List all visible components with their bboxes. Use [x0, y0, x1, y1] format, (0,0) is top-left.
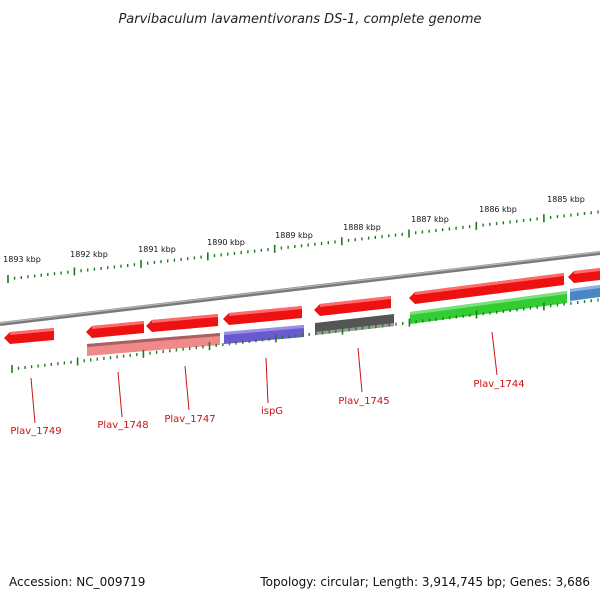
gene-label-plav-1747[interactable]: Plav_1747 [164, 414, 215, 425]
gene-label-plav-1745[interactable]: Plav_1745 [338, 396, 389, 407]
feature-bar-plav-1748[interactable] [87, 339, 146, 356]
feature-bar-plav-1747[interactable] [146, 333, 220, 351]
scale-label-1889: 1889 kbp [275, 231, 313, 240]
label-leaders [30, 331, 498, 424]
scale-label-1892: 1892 kbp [70, 250, 108, 259]
gene-plav-1745-arrow[interactable] [314, 296, 391, 316]
gene-labels: Plav_1749 Plav_1748 Plav_1747 ispG Plav_… [10, 379, 524, 437]
scale-label-1890: 1890 kbp [207, 238, 245, 247]
map-title: Parvibaculum lavamentivorans DS-1, compl… [118, 12, 481, 27]
gene-plav-1744-arrow[interactable] [409, 273, 564, 304]
feature-bars [87, 285, 600, 356]
scale-label-1893: 1893 kbp [3, 255, 41, 264]
gene-next-arrow[interactable] [568, 268, 600, 283]
genome-backbone-highlight [0, 251, 600, 324]
scale-label-1888: 1888 kbp [343, 223, 381, 232]
gene-plav-1748-arrow[interactable] [86, 321, 144, 338]
gene-label-plav-1749[interactable]: Plav_1749 [10, 426, 61, 437]
upper-scale-ticks [7, 210, 599, 283]
feature-bar-plav-1744[interactable] [410, 291, 567, 324]
accession-text: Accession: NC_009719 [9, 575, 145, 589]
lower-scale-ticks [11, 298, 599, 373]
feature-bar-plav-1745[interactable] [315, 314, 394, 335]
gene-ispg-arrow[interactable] [223, 306, 302, 325]
gene-plav-1747-arrow[interactable] [146, 314, 218, 332]
feature-bar-next[interactable] [570, 285, 600, 301]
scale-label-1885: 1885 kbp [547, 195, 585, 204]
gene-label-plav-1748[interactable]: Plav_1748 [97, 420, 148, 431]
scale-label-1887: 1887 kbp [411, 215, 449, 224]
scale-label-1886: 1886 kbp [479, 205, 517, 214]
scale-labels: 1893 kbp 1892 kbp 1891 kbp 1890 kbp 1889… [3, 195, 585, 264]
gene-plav-1749-arrow[interactable] [4, 328, 54, 344]
gene-label-plav-1744[interactable]: Plav_1744 [473, 379, 524, 390]
gene-label-ispg[interactable]: ispG [261, 406, 283, 417]
feature-bar-ispg[interactable] [224, 325, 304, 344]
genome-backbone [0, 251, 600, 326]
genome-summary-text: Topology: circular; Length: 3,914,745 bp… [259, 575, 590, 589]
forward-strand-genes [4, 268, 600, 344]
scale-label-1891: 1891 kbp [138, 245, 176, 254]
